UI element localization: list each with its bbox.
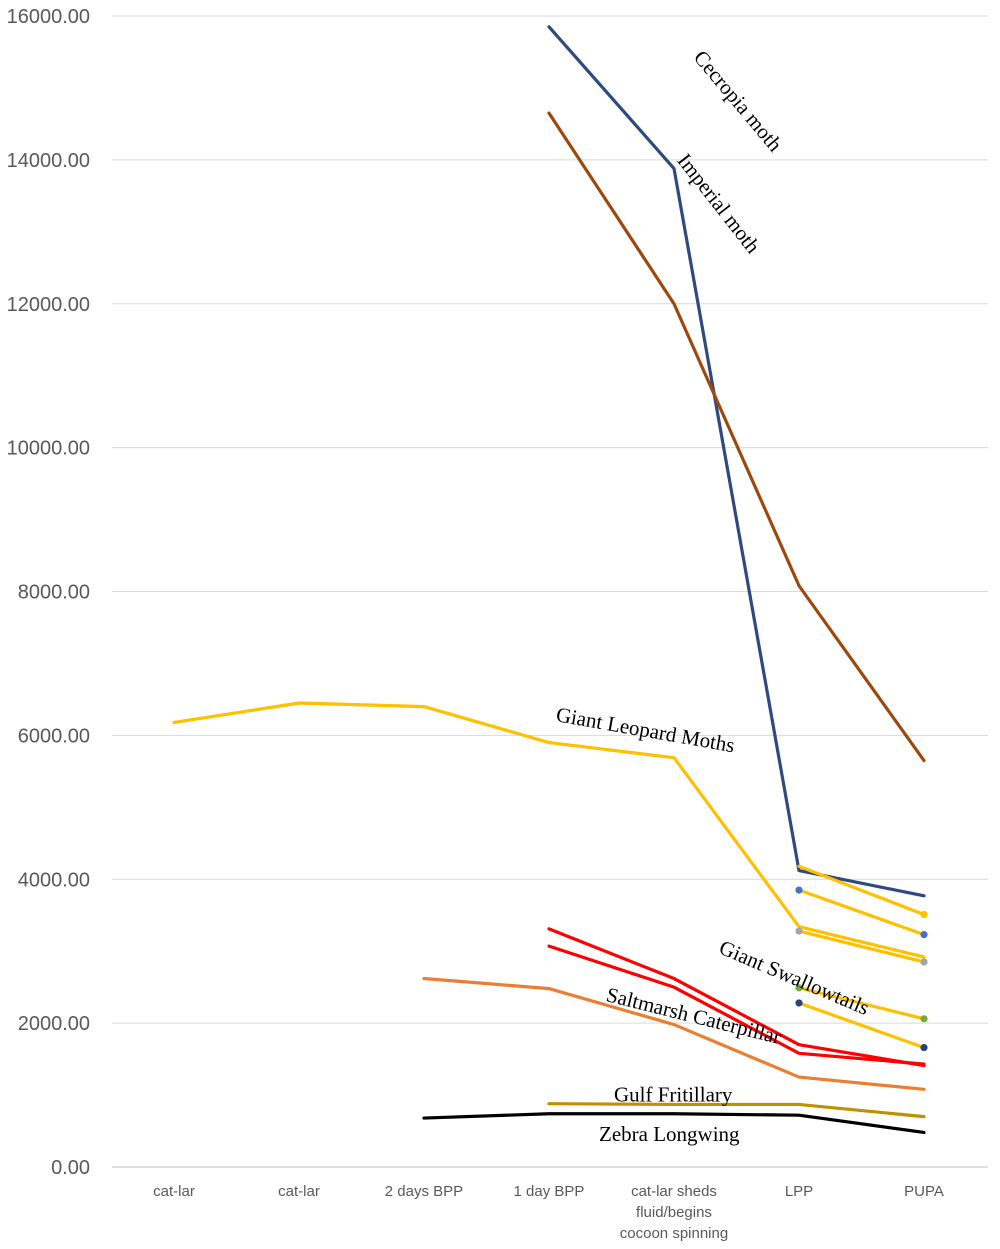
x-tick-label: cat-lar: [153, 1183, 195, 1200]
x-axis-tick-labels: cat-lar cat-lar 2 days BPP 1 day BPP cat-lar…: [153, 1183, 944, 1242]
x-tick-label: 1 day BPP: [514, 1183, 585, 1200]
data-point-marker: [795, 984, 803, 992]
y-tick-label: 10000.00: [7, 438, 90, 460]
x-tick-label-line: 1 day BPP: [514, 1183, 585, 1200]
x-tick-label: cat-lar sheds fluid/begins cocoon spinning: [620, 1183, 728, 1242]
data-point-marker: [795, 927, 803, 935]
series-line-2: [172, 701, 926, 959]
series-label: Giant Swallowtails: [716, 935, 873, 1020]
series-line-7: [797, 1001, 926, 1050]
x-tick-label-line: cocoon spinning: [620, 1225, 728, 1242]
data-point-marker: [920, 910, 928, 919]
series-label: Cecropia moth: [689, 46, 788, 157]
series-line-10: [422, 976, 926, 1091]
x-tick-label: PUPA: [904, 1183, 944, 1200]
series-markers: [795, 886, 928, 1052]
data-point-marker: [920, 1015, 928, 1023]
series-label: Giant Leopard Moths: [554, 702, 736, 757]
gridlines: [112, 15, 988, 1168]
series-line-6: [797, 986, 926, 1021]
series-line-3: [797, 864, 926, 917]
data-point-marker: [920, 958, 928, 966]
x-tick-label: LPP: [785, 1183, 813, 1200]
x-tick-label-line: cat-lar: [153, 1183, 195, 1200]
series-line-1: [547, 111, 926, 763]
x-tick-label-line: LPP: [785, 1183, 813, 1200]
series-label: Gulf Fritillary: [614, 1083, 733, 1107]
y-tick-label: 0.00: [51, 1157, 90, 1179]
x-tick-label-line: cat-lar: [278, 1183, 320, 1200]
series-label: Zebra Longwing: [599, 1122, 740, 1146]
data-point-marker: [795, 999, 803, 1007]
series-line-8: [547, 927, 926, 1068]
x-tick-label-line: 2 days BPP: [385, 1183, 463, 1200]
series-label: Saltmarsh Caterpillar: [604, 982, 784, 1049]
y-axis-tick-labels: 0.00 2000.00 4000.00 6000.00 8000.00 10000.00…: [7, 6, 90, 1179]
data-point-marker: [920, 931, 928, 939]
x-tick-label: cat-lar: [278, 1183, 320, 1200]
y-tick-label: 6000.00: [18, 725, 90, 747]
x-tick-label-line: fluid/begins: [636, 1204, 712, 1221]
series-line-9: [547, 944, 926, 1066]
series-lines: [172, 25, 926, 1135]
series-line-0: [547, 25, 926, 898]
data-point-marker: [795, 886, 803, 894]
y-tick-label: 12000.00: [7, 294, 90, 316]
y-tick-label: 8000.00: [18, 582, 90, 604]
y-tick-label: 14000.00: [7, 150, 90, 172]
x-tick-label-line: cat-lar sheds: [631, 1183, 717, 1200]
series-line-5: [797, 929, 926, 964]
y-tick-label: 2000.00: [18, 1013, 90, 1035]
series-line-11: [547, 1102, 926, 1119]
y-tick-label: 4000.00: [18, 869, 90, 891]
series-line-12: [422, 1112, 926, 1135]
series-line-4: [797, 888, 926, 937]
data-point-marker: [920, 1043, 928, 1052]
x-tick-label: 2 days BPP: [385, 1183, 463, 1200]
x-tick-label-line: PUPA: [904, 1183, 944, 1200]
y-tick-label: 16000.00: [7, 6, 90, 28]
